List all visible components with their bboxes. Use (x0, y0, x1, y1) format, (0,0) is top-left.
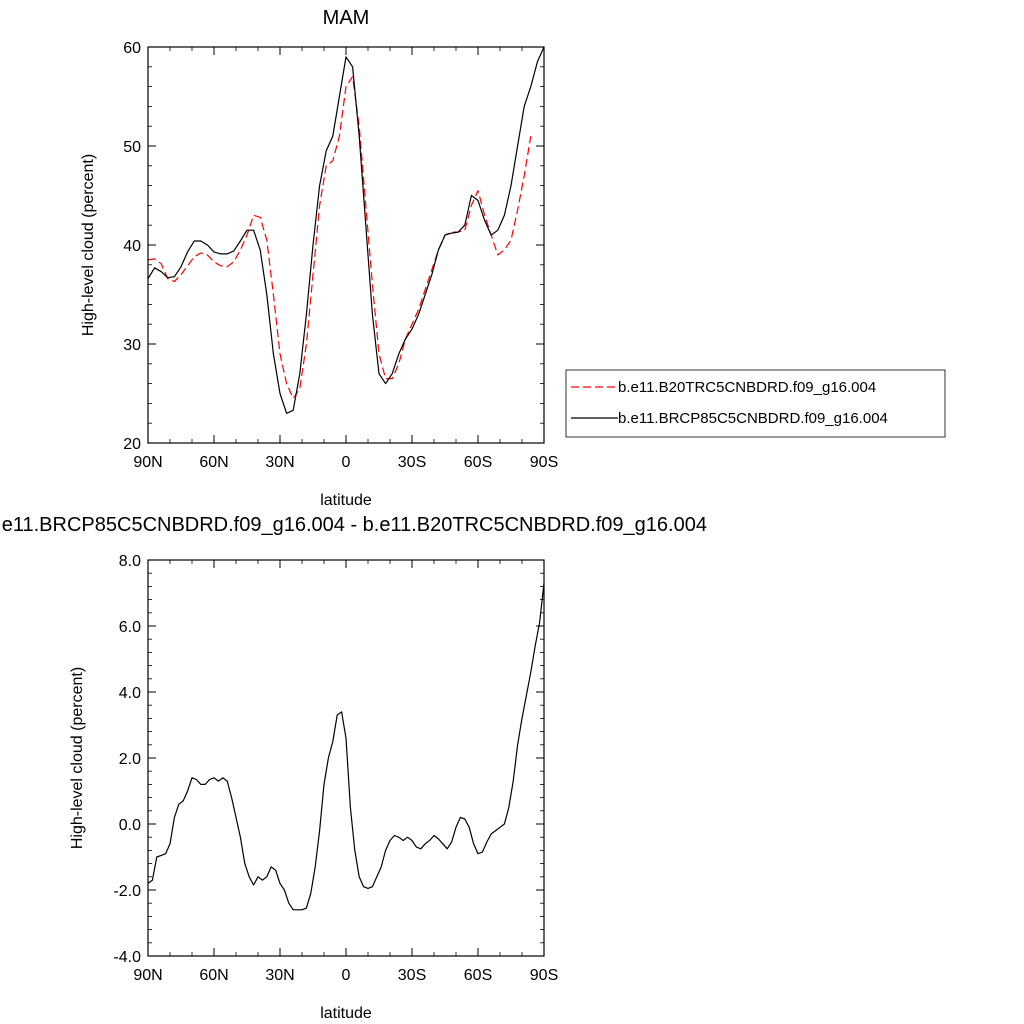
y-tick-label: 0.0 (119, 817, 141, 834)
y-tick-label: 20 (123, 436, 141, 453)
chart-1-series-line-2 (147, 46, 545, 414)
y-tick-label: -4.0 (113, 949, 141, 966)
legend-label-series-2: b.e11.BRCP85C5CNBDRD.f09_g16.004 (618, 410, 888, 427)
x-tick-label: 0 (342, 454, 351, 471)
legend-label-series-1: b.e11.B20TRC5CNBDRD.f09_g16.004 (618, 379, 876, 396)
chart-1-series-line-1 (147, 76, 532, 399)
x-tick-label: 90S (530, 967, 558, 984)
y-tick-label: 8.0 (119, 553, 141, 570)
y-tick-label: 40 (123, 238, 141, 255)
top-chart-series-group (147, 46, 545, 414)
top-chart-x-axis-label: latitude (320, 492, 372, 509)
y-tick-label: 4.0 (119, 685, 141, 702)
top-chart-title: MAM (323, 7, 370, 29)
y-tick-label: 6.0 (119, 619, 141, 636)
y-tick-label: 60 (123, 40, 141, 57)
y-tick-label: 50 (123, 139, 141, 156)
x-tick-label: 60S (464, 454, 492, 471)
x-tick-label: 30N (265, 454, 294, 471)
x-tick-label: 30S (398, 967, 426, 984)
x-tick-label: 60S (464, 967, 492, 984)
y-tick-label: 30 (123, 337, 141, 354)
chart-2-series-line-1 (147, 583, 545, 911)
bottom-chart-title: b.e11.BRCP85C5CNBDRD.f09_g16.004 - b.e11… (0, 514, 707, 536)
y-tick-label: 2.0 (119, 751, 141, 768)
x-tick-label: 90N (133, 454, 162, 471)
x-tick-label: 90N (133, 967, 162, 984)
bottom-chart: b.e11.BRCP85C5CNBDRD.f09_g16.004 - b.e11… (0, 514, 707, 1022)
x-tick-label: 30N (265, 967, 294, 984)
x-tick-label: 30S (398, 454, 426, 471)
x-tick-label: 90S (530, 454, 558, 471)
bottom-chart-plot-frame (147, 559, 545, 957)
bottom-chart-y-axis-label: High-level cloud (percent) (69, 667, 86, 849)
y-tick-label: -2.0 (113, 883, 141, 900)
legend-box (565, 369, 946, 438)
x-tick-label: 0 (342, 967, 351, 984)
top-chart-y-axis-label: High-level cloud (percent) (80, 154, 97, 336)
bottom-chart-series-group (147, 583, 545, 911)
bottom-chart-x-axis-label: latitude (320, 1005, 372, 1022)
x-tick-label: 60N (199, 967, 228, 984)
x-tick-label: 60N (199, 454, 228, 471)
top-chart-legend: b.e11.B20TRC5CNBDRD.f09_g16.004 b.e11.BR… (565, 369, 946, 438)
top-chart: MAM 90N 60N 30N 0 30S 60S 90S 20 30 40 50 60 latitu… (80, 7, 946, 509)
